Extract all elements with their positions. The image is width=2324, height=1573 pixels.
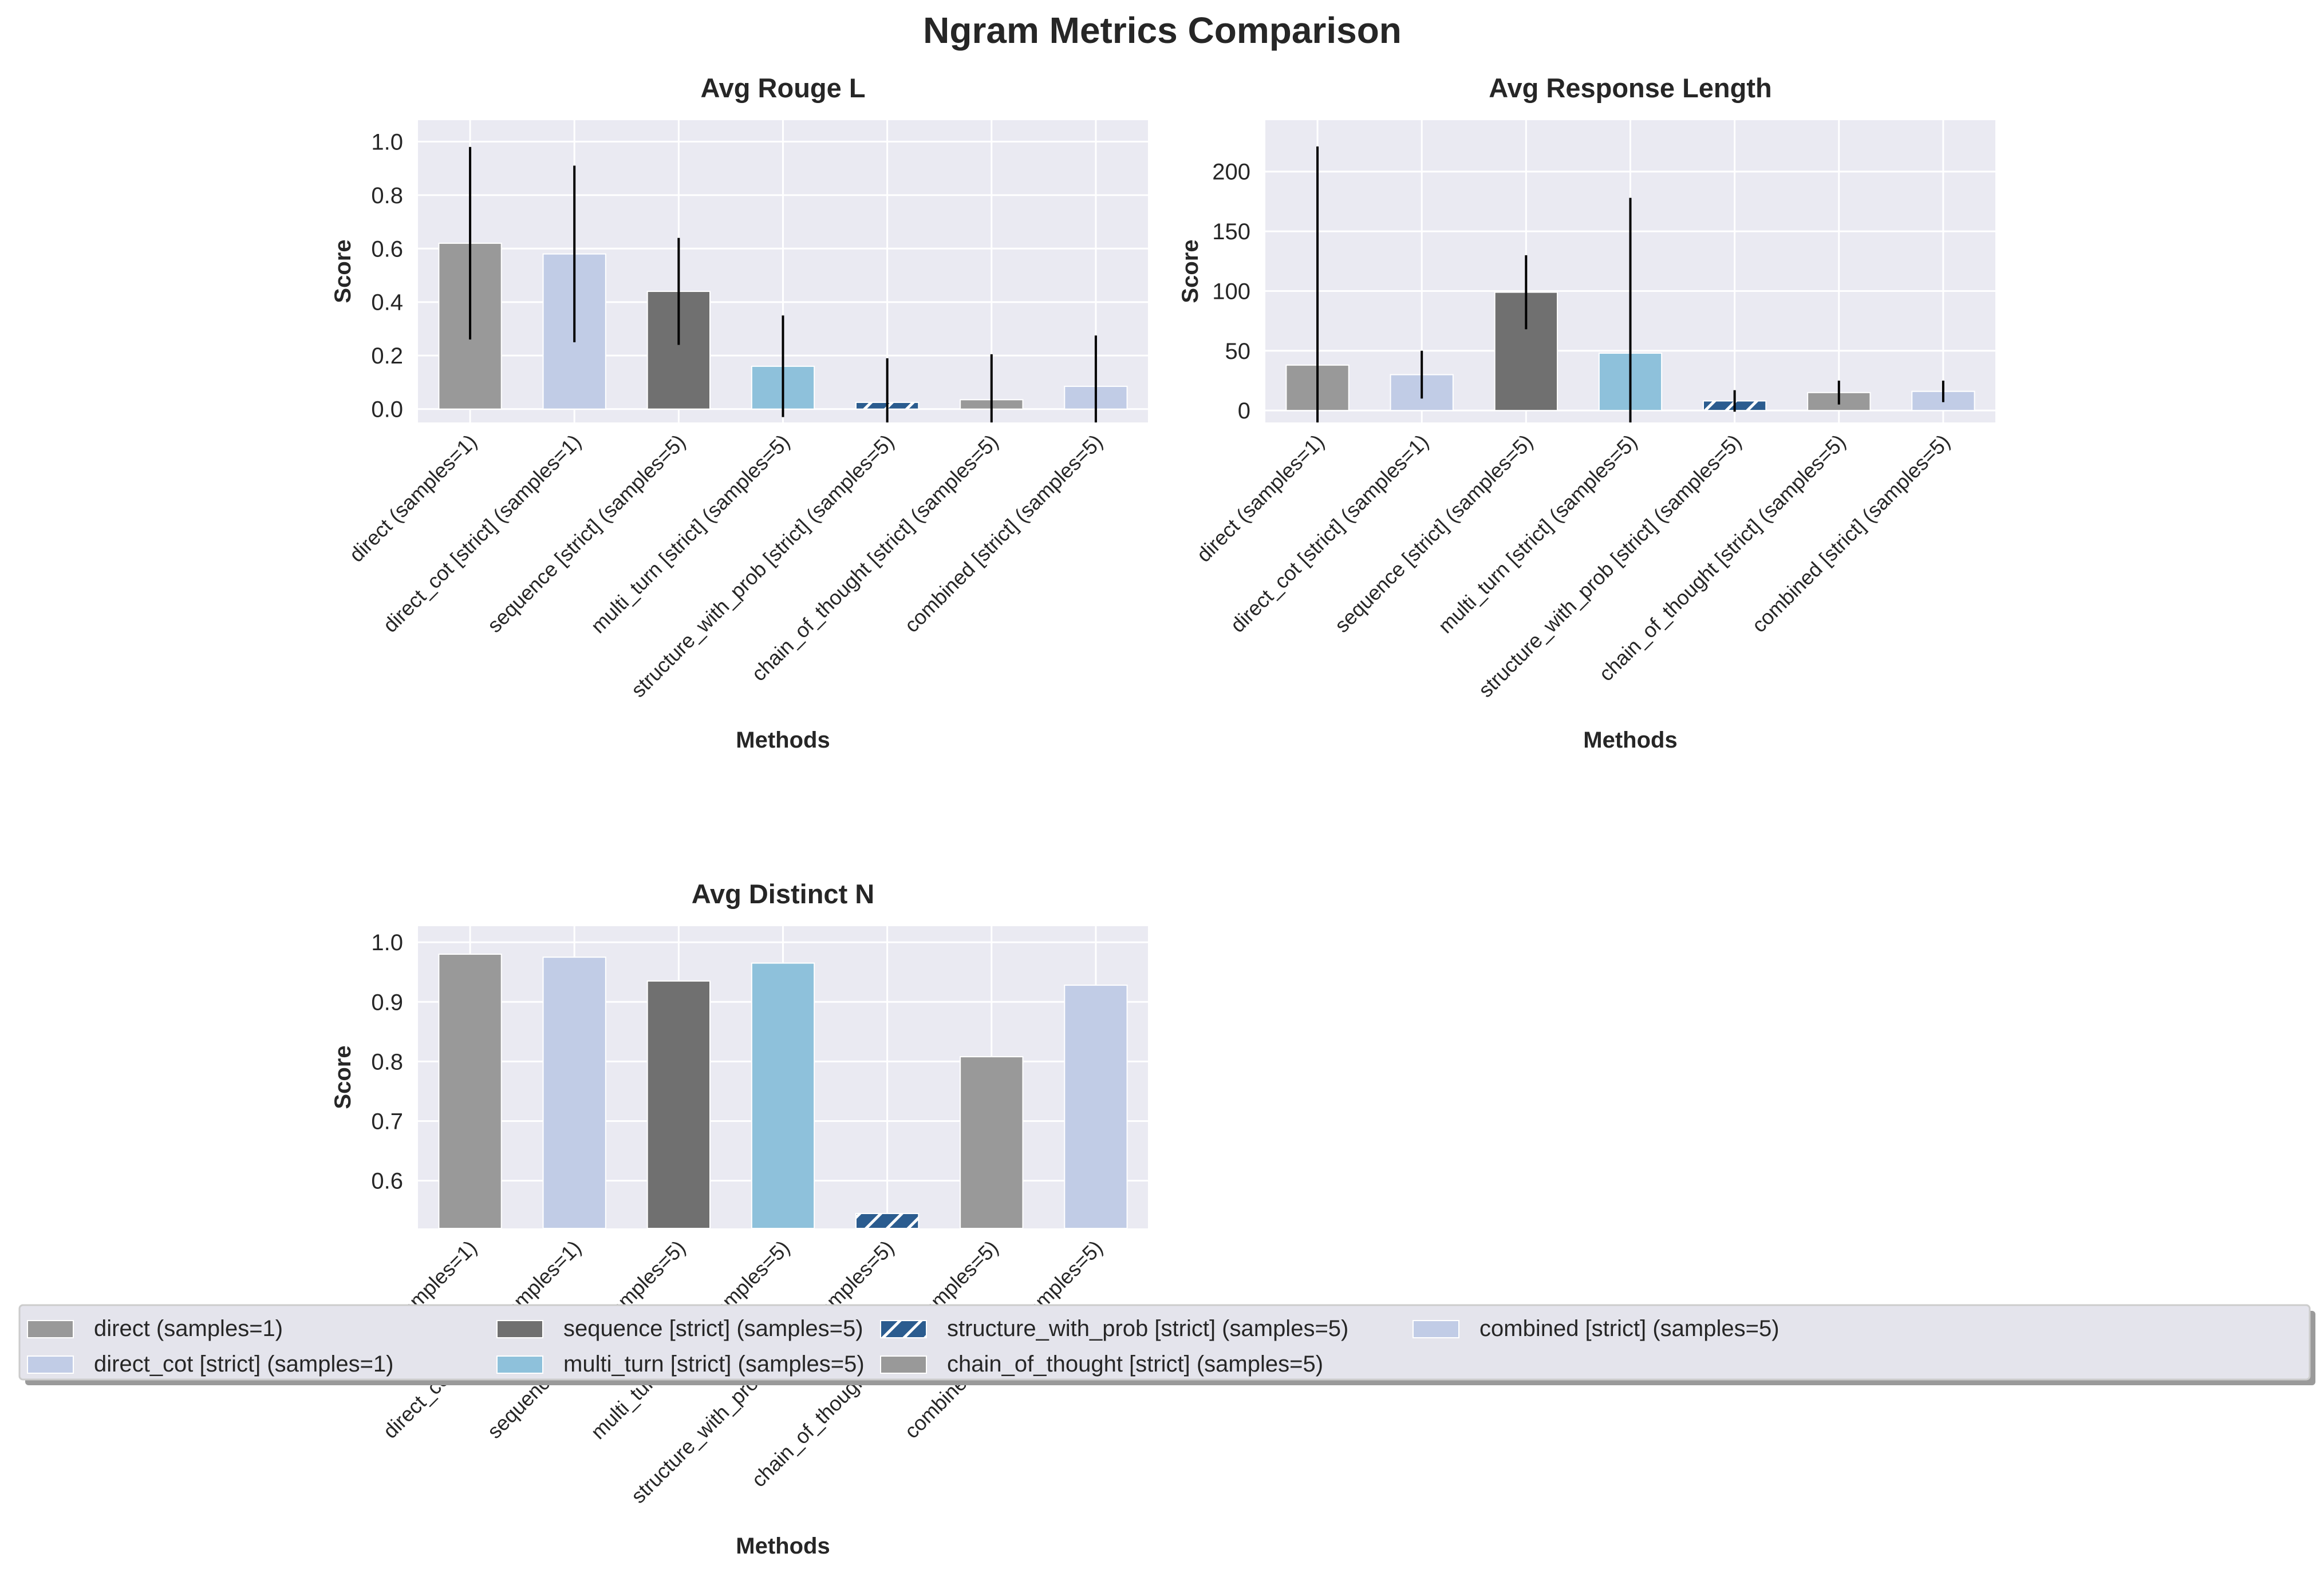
y-tick-label: 0 <box>1238 398 1250 424</box>
bar <box>646 980 711 1230</box>
y-tick-label: 1.0 <box>371 129 403 155</box>
y-axis-label: Score <box>330 239 356 303</box>
x-axis-label: Methods <box>736 1534 830 1559</box>
bar <box>1064 985 1128 1229</box>
y-tick-label: 50 <box>1225 339 1251 364</box>
x-tick-label: combined [strict] (samples=5) <box>1747 430 1954 637</box>
legend-swatch <box>27 1355 74 1374</box>
legend-swatch <box>880 1320 927 1338</box>
y-tick-label: 0.2 <box>371 343 403 369</box>
x-tick-label: direct_cot [strict] (samples=1) <box>378 430 586 637</box>
subplot-title: Avg Distinct N <box>692 879 874 909</box>
figure-title: Ngram Metrics Comparison <box>923 10 1402 51</box>
legend-item: chain_of_thought [strict] (samples=5) <box>880 1351 1323 1377</box>
y-tick-label: 0.4 <box>371 290 403 315</box>
x-tick-label: sequence [strict] (samples=5) <box>1330 430 1537 637</box>
x-tick-label: direct_cot [strict] (samples=1) <box>1226 430 1433 637</box>
legend-swatch <box>496 1320 543 1338</box>
y-tick-label: 0.6 <box>371 1169 403 1194</box>
legend-item: structure_with_prob [strict] (samples=5) <box>880 1316 1348 1341</box>
y-tick-label: 150 <box>1212 219 1250 244</box>
x-tick-label: sequence [strict] (samples=5) <box>483 430 690 637</box>
legend-item: sequence [strict] (samples=5) <box>496 1316 863 1341</box>
x-axis-label: Methods <box>1583 728 1677 753</box>
x-tick-label: combined [strict] (samples=5) <box>899 430 1107 637</box>
y-tick-label: 0.9 <box>371 990 403 1015</box>
subplot-title: Avg Response Length <box>1489 73 1771 103</box>
legend-label: direct_cot [strict] (samples=1) <box>94 1351 394 1377</box>
x-tick-label: multi_turn [strict] (samples=5) <box>586 430 795 638</box>
y-tick-label: 0.8 <box>371 1049 403 1074</box>
y-tick-label: 1.0 <box>371 930 403 955</box>
y-tick-label: 100 <box>1212 279 1250 304</box>
legend-item: direct_cot [strict] (samples=1) <box>27 1351 394 1377</box>
y-tick-label: 200 <box>1212 160 1250 185</box>
subplot-title: Avg Rouge L <box>700 73 865 103</box>
legend-swatch <box>496 1355 543 1374</box>
legend-swatch <box>27 1320 74 1338</box>
bar <box>855 1212 920 1230</box>
legend-label: direct (samples=1) <box>94 1316 283 1341</box>
legend-item: combined [strict] (samples=5) <box>1412 1316 1780 1341</box>
legend-label: combined [strict] (samples=5) <box>1479 1316 1780 1341</box>
legend-label: chain_of_thought [strict] (samples=5) <box>947 1351 1323 1377</box>
bar <box>751 962 815 1229</box>
legend-item: direct (samples=1) <box>27 1316 283 1341</box>
bar <box>960 1056 1024 1230</box>
y-axis-label: Score <box>1178 239 1203 303</box>
y-tick-label: 0.8 <box>371 183 403 208</box>
bar <box>438 953 502 1230</box>
legend-swatch <box>1412 1320 1459 1338</box>
legend-label: structure_with_prob [strict] (samples=5) <box>947 1316 1348 1341</box>
y-tick-label: 0.6 <box>371 236 403 262</box>
legend-label: sequence [strict] (samples=5) <box>563 1316 863 1341</box>
legend-item: multi_turn [strict] (samples=5) <box>496 1351 865 1377</box>
x-tick-label: multi_turn [strict] (samples=5) <box>1434 430 1642 638</box>
legend-swatch <box>880 1355 927 1374</box>
legend-box <box>18 1304 2311 1381</box>
y-tick-label: 0.7 <box>371 1109 403 1135</box>
y-axis-label: Score <box>330 1045 356 1109</box>
bar <box>542 957 606 1229</box>
y-tick-label: 0.0 <box>371 397 403 422</box>
x-axis-label: Methods <box>736 728 830 753</box>
legend-label: multi_turn [strict] (samples=5) <box>563 1351 865 1377</box>
legend: direct (samples=1) direct_cot [strict] (s… <box>18 1304 2315 1385</box>
